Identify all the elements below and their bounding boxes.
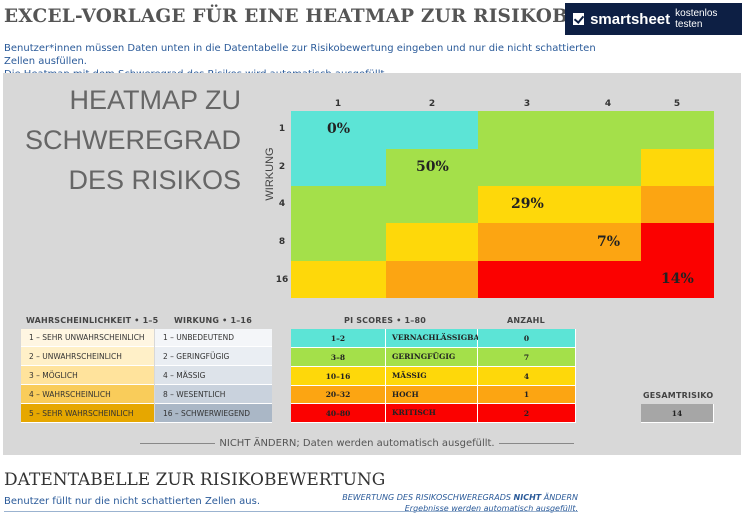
score-range: 40–80 xyxy=(291,404,386,423)
pi-scores-header: PI SCORES • 1–80 xyxy=(344,316,427,325)
pct-minor: 50% xyxy=(416,159,449,175)
count-header: ANZAHL xyxy=(507,316,545,325)
col-header-2: 2 xyxy=(428,99,436,109)
score-range: 1–2 xyxy=(291,329,386,348)
score-range: 20–32 xyxy=(291,386,386,404)
heatmap-cell-minor xyxy=(478,111,714,149)
score-count: 0 xyxy=(478,329,576,348)
col-header-1: 1 xyxy=(334,99,342,109)
pct-critical: 14% xyxy=(661,271,694,287)
pct-negligible: 0% xyxy=(327,121,351,137)
likelihood-item: 3 – MÖGLICH xyxy=(21,366,154,385)
score-range: 3–8 xyxy=(291,348,386,367)
row-header-1: 1 xyxy=(278,124,286,134)
likelihood-item: 2 – UNWAHRSCHEINLICH xyxy=(21,347,154,366)
datatable-title: DATENTABELLE ZUR RISIKOBEWERTUNG xyxy=(4,470,386,490)
col-header-5: 5 xyxy=(673,99,681,109)
likelihood-header: WAHRSCHEINLICHKEIT • 1–5 xyxy=(26,316,159,325)
score-count: 2 xyxy=(478,404,576,423)
datatable-note-bold: NICHT xyxy=(513,493,542,502)
score-label: KRITISCH xyxy=(386,404,478,423)
score-count: 1 xyxy=(478,386,576,404)
score-label: GERINGFÜGIG xyxy=(386,348,478,367)
datatable-note-pre: BEWERTUNG DES RISIKOSCHWEREGRADS xyxy=(342,493,514,502)
datatable-rule xyxy=(4,511,578,512)
impact-header: WIRKUNG • 1–16 xyxy=(174,316,252,325)
impact-item: 2 – GERINGFÜGIG xyxy=(155,347,272,366)
heatmap-cell-moderate xyxy=(386,223,478,261)
impact-item: 4 – MÄSSIG xyxy=(155,366,272,385)
heatmap-cell-minor xyxy=(291,223,386,261)
smartsheet-logo-icon xyxy=(573,13,585,25)
heatmap-title-line-2: SCHWEREGRAD xyxy=(24,125,241,155)
likelihood-item: 4 – WAHRSCHEINLICH xyxy=(21,385,154,404)
score-label: VERNACHLÄSSIGBAR xyxy=(386,329,486,348)
score-range: 10–16 xyxy=(291,367,386,386)
page-title: EXCEL-VORLAGE FÜR EINE HEATMAP ZUR RISIK… xyxy=(4,6,697,27)
heatmap-cell-negligible xyxy=(291,111,478,149)
intro-line-1: Benutzer*innen müssen Daten unten in die… xyxy=(4,43,596,67)
heatmap-cell-high xyxy=(478,223,641,261)
note-text: NICHT ÄNDERN; Daten werden automatisch a… xyxy=(219,438,495,449)
heatmap-title: HEATMAP ZU SCHWEREGRAD DES RISIKOS xyxy=(1,80,241,200)
heatmap-cell-moderate xyxy=(291,261,386,298)
ad-cta: kostenlos testen xyxy=(675,8,718,30)
do-not-change-note: NICHT ÄNDERN; Daten werden automatisch a… xyxy=(140,438,575,449)
pct-moderate: 29% xyxy=(511,196,544,212)
heatmap-cell-high xyxy=(386,261,478,298)
heatmap-cell-minor xyxy=(386,149,641,186)
likelihood-item: 5 – SEHR WAHRSCHEINLICH xyxy=(21,404,154,423)
datatable-note-post: ÄNDERN Ergebnisse werden automatisch aus… xyxy=(404,493,578,513)
heatmap-cell-minor xyxy=(291,186,478,223)
total-risk-value: 14 xyxy=(641,404,714,423)
heatmap-cell-high xyxy=(641,186,714,223)
heatmap-title-line-3: DES RISIKOS xyxy=(68,165,241,195)
impact-item: 16 – SCHWERWIEGEND xyxy=(155,404,272,423)
total-risk-header: GESAMTRISIKO xyxy=(643,391,714,400)
pct-high: 7% xyxy=(597,234,621,250)
row-header-2: 2 xyxy=(278,162,286,172)
score-count: 7 xyxy=(478,348,576,367)
score-label: MÄSSIG xyxy=(386,367,478,386)
heatmap-cell-critical xyxy=(641,223,714,261)
score-count: 4 xyxy=(478,367,576,386)
row-header-16: 16 xyxy=(275,275,289,285)
note-rule-left xyxy=(140,443,216,444)
ad-brand: smartsheet xyxy=(590,10,671,28)
heatmap-cell-critical xyxy=(478,261,714,298)
datatable-note: BEWERTUNG DES RISIKOSCHWEREGRADS NICHT Ä… xyxy=(316,492,578,514)
score-label: HOCH xyxy=(386,386,478,404)
heatmap-cell-moderate xyxy=(478,186,641,223)
row-header-4: 4 xyxy=(278,199,286,209)
likelihood-item: 1 – SEHR UNWAHRSCHEINLICH xyxy=(21,329,154,347)
heatmap-cell-moderate xyxy=(641,149,714,186)
smartsheet-trial-button[interactable]: smartsheet kostenlos testen xyxy=(565,3,742,35)
impact-item: 1 – UNBEDEUTEND xyxy=(155,329,272,347)
impact-item: 8 – WESENTLICH xyxy=(155,385,272,404)
col-header-3: 3 xyxy=(523,99,531,109)
col-header-4: 4 xyxy=(604,99,612,109)
heatmap-cell-negligible xyxy=(291,149,386,186)
datatable-subtitle: Benutzer füllt nur die nicht schattierte… xyxy=(4,496,261,507)
heatmap-title-line-1: HEATMAP ZU xyxy=(69,85,241,115)
note-rule-right xyxy=(498,443,575,444)
row-header-8: 8 xyxy=(278,237,286,247)
impact-axis-label: WIRKUNG xyxy=(264,147,276,201)
